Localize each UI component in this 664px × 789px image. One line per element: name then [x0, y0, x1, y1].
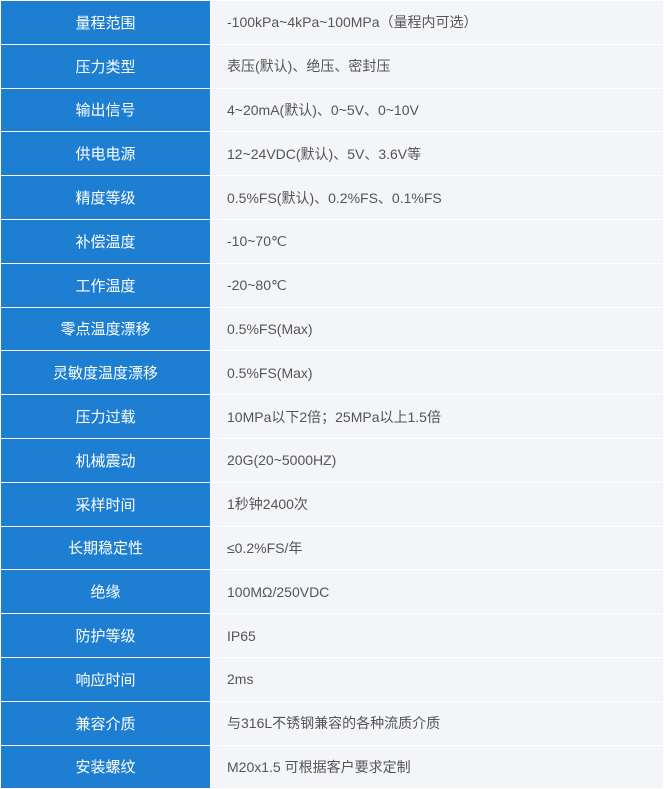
- table-row: 压力类型表压(默认)、绝压、密封压: [1, 44, 664, 88]
- spec-value: -20~80℃: [211, 263, 664, 307]
- spec-label: 采样时间: [1, 482, 211, 526]
- table-row: 兼容介质与316L不锈钢兼容的各种流质介质: [1, 701, 664, 745]
- table-row: 长期稳定性≤0.2%FS/年: [1, 526, 664, 570]
- spec-value: IP65: [211, 614, 664, 658]
- spec-value: M20x1.5 可根据客户要求定制: [211, 745, 664, 789]
- spec-value: 表压(默认)、绝压、密封压: [211, 44, 664, 88]
- spec-value: 0.5%FS(Max): [211, 351, 664, 395]
- table-row: 绝缘100MΩ/250VDC: [1, 570, 664, 614]
- spec-label: 安装螺纹: [1, 745, 211, 789]
- table-row: 采样时间1秒钟2400次: [1, 482, 664, 526]
- table-row: 安装螺纹M20x1.5 可根据客户要求定制: [1, 745, 664, 789]
- table-row: 机械震动20G(20~5000HZ): [1, 438, 664, 482]
- table-row: 工作温度-20~80℃: [1, 263, 664, 307]
- spec-value: ≤0.2%FS/年: [211, 526, 664, 570]
- spec-value: 20G(20~5000HZ): [211, 438, 664, 482]
- table-row: 供电电源12~24VDC(默认)、5V、3.6V等: [1, 132, 664, 176]
- spec-label: 绝缘: [1, 570, 211, 614]
- specifications-table: 量程范围-100kPa~4kPa~100MPa（量程内可选） 压力类型表压(默认…: [0, 0, 664, 789]
- table-row: 防护等级IP65: [1, 614, 664, 658]
- spec-label: 补偿温度: [1, 219, 211, 263]
- spec-value: 12~24VDC(默认)、5V、3.6V等: [211, 132, 664, 176]
- spec-label: 工作温度: [1, 263, 211, 307]
- spec-label: 零点温度漂移: [1, 307, 211, 351]
- table-body: 量程范围-100kPa~4kPa~100MPa（量程内可选） 压力类型表压(默认…: [1, 1, 664, 789]
- spec-value: 0.5%FS(Max): [211, 307, 664, 351]
- spec-value: 0.5%FS(默认)、0.2%FS、0.1%FS: [211, 176, 664, 220]
- spec-label: 压力过载: [1, 395, 211, 439]
- table-row: 响应时间2ms: [1, 657, 664, 701]
- spec-value: -100kPa~4kPa~100MPa（量程内可选）: [211, 1, 664, 45]
- table-row: 压力过载10MPa以下2倍；25MPa以上1.5倍: [1, 395, 664, 439]
- spec-value: 1秒钟2400次: [211, 482, 664, 526]
- table-row: 零点温度漂移0.5%FS(Max): [1, 307, 664, 351]
- spec-label: 灵敏度温度漂移: [1, 351, 211, 395]
- table-row: 输出信号4~20mA(默认)、0~5V、0~10V: [1, 88, 664, 132]
- spec-label: 长期稳定性: [1, 526, 211, 570]
- table-row: 灵敏度温度漂移0.5%FS(Max): [1, 351, 664, 395]
- spec-label: 机械震动: [1, 438, 211, 482]
- table-row: 精度等级0.5%FS(默认)、0.2%FS、0.1%FS: [1, 176, 664, 220]
- spec-label: 精度等级: [1, 176, 211, 220]
- spec-value: 4~20mA(默认)、0~5V、0~10V: [211, 88, 664, 132]
- spec-label: 兼容介质: [1, 701, 211, 745]
- spec-value: 与316L不锈钢兼容的各种流质介质: [211, 701, 664, 745]
- spec-label: 供电电源: [1, 132, 211, 176]
- spec-value: 10MPa以下2倍；25MPa以上1.5倍: [211, 395, 664, 439]
- spec-value: 2ms: [211, 657, 664, 701]
- table-row: 补偿温度-10~70℃: [1, 219, 664, 263]
- spec-value: -10~70℃: [211, 219, 664, 263]
- spec-label: 量程范围: [1, 1, 211, 45]
- table-row: 量程范围-100kPa~4kPa~100MPa（量程内可选）: [1, 1, 664, 45]
- spec-label: 防护等级: [1, 614, 211, 658]
- spec-label: 压力类型: [1, 44, 211, 88]
- spec-label: 输出信号: [1, 88, 211, 132]
- spec-label: 响应时间: [1, 657, 211, 701]
- spec-value: 100MΩ/250VDC: [211, 570, 664, 614]
